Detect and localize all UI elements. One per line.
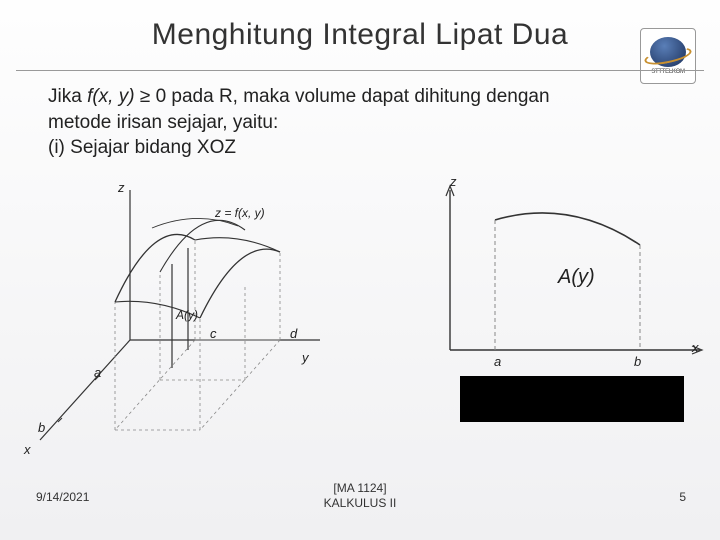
left-c-label: c bbox=[210, 326, 217, 341]
right-Ay-label: A(y) bbox=[558, 266, 595, 289]
left-surface-label: z = f(x, y) bbox=[215, 206, 265, 220]
right-a-label: a bbox=[494, 354, 501, 369]
left-z-label: z bbox=[118, 180, 125, 195]
body-fxy: f(x, y) bbox=[87, 86, 135, 107]
black-box bbox=[460, 376, 684, 422]
slide: Menghitung Integral Lipat Dua STTTELKOM … bbox=[0, 0, 720, 540]
left-a-label: a bbox=[94, 365, 101, 380]
left-x-label: x bbox=[24, 442, 31, 457]
footer-center: [MA 1124] KALKULUS II bbox=[0, 481, 720, 512]
left-Ay-label: A(y) bbox=[176, 308, 198, 322]
footer-center1: [MA 1124] bbox=[333, 481, 386, 495]
logo-ring-icon bbox=[643, 44, 693, 68]
right-2d-figure bbox=[410, 180, 710, 400]
body-line1a: Jika bbox=[48, 86, 87, 107]
logo-globe-icon bbox=[650, 37, 686, 67]
left-d-label: d bbox=[290, 326, 297, 341]
logo: STTTELKOM bbox=[640, 28, 696, 84]
divider bbox=[16, 70, 704, 71]
footer-page: 5 bbox=[679, 490, 686, 504]
body-line2: metode irisan sejajar, yaitu: bbox=[48, 112, 278, 133]
right-z-label: z bbox=[450, 174, 457, 189]
body-line3: (i) Sejajar bidang XOZ bbox=[48, 137, 236, 158]
left-y-label: y bbox=[302, 350, 309, 365]
right-x-label: x bbox=[692, 340, 699, 355]
body-line1b: ≥ 0 pada R, maka volume dapat dihitung d… bbox=[135, 86, 550, 107]
footer-center2: KALKULUS II bbox=[324, 496, 397, 510]
left-b-label: b bbox=[38, 420, 45, 435]
figure-area: z z = f(x, y) A(y) a b c d y x z A(y) a … bbox=[20, 180, 700, 460]
body-text: Jika f(x, y) ≥ 0 pada R, maka volume dap… bbox=[48, 84, 700, 161]
title-bar: Menghitung Integral Lipat Dua STTTELKOM bbox=[0, 18, 720, 52]
slide-title: Menghitung Integral Lipat Dua bbox=[152, 18, 568, 52]
right-b-label: b bbox=[634, 354, 641, 369]
